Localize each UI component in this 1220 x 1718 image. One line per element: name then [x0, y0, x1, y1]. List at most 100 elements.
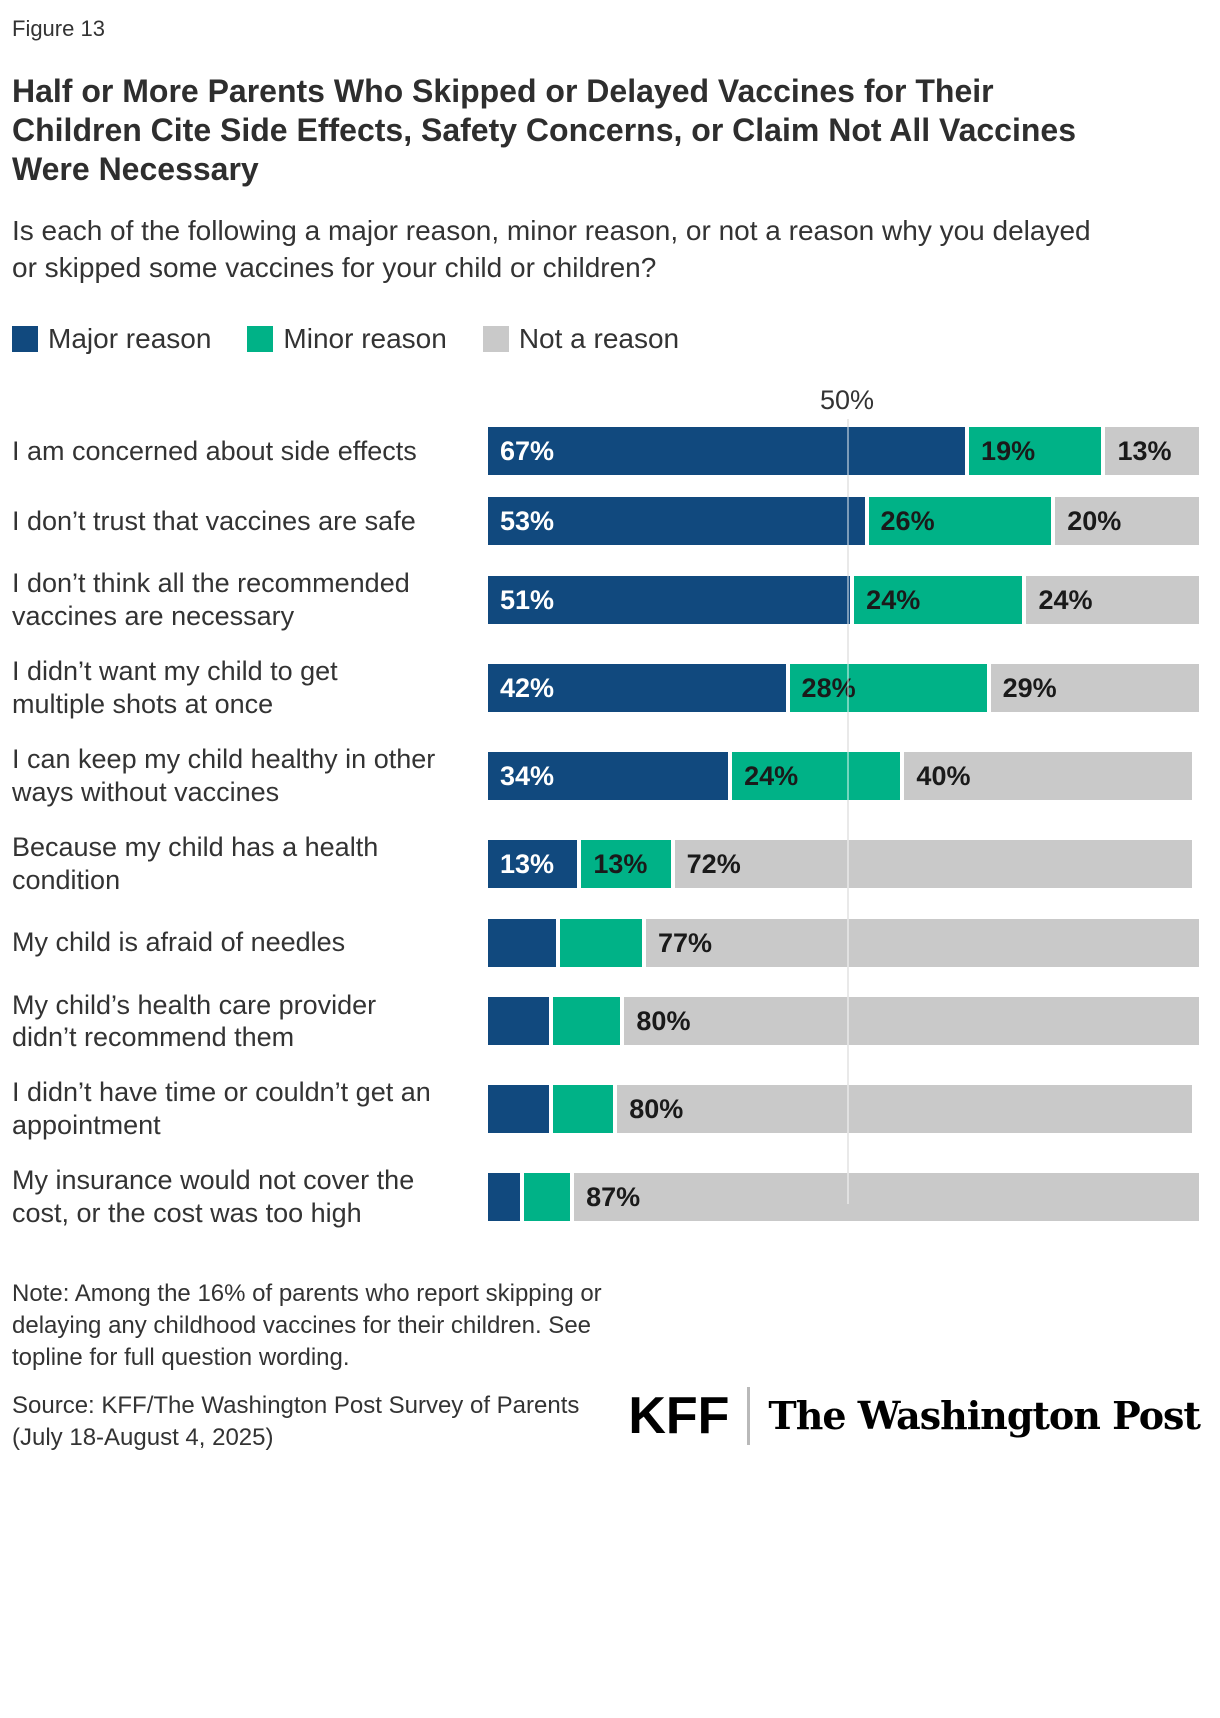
washington-post-logo: The Washington Post: [768, 1393, 1201, 1439]
gridline-50-percent-front: [847, 419, 849, 1205]
gridline-50-percent-back: [847, 419, 849, 1205]
bar-segment-minor-reason: 24%: [854, 575, 1027, 624]
bar-segment-major-reason: [488, 918, 560, 967]
row-category-label: I didn’t want my child to get multiple s…: [12, 655, 338, 719]
bar-segment-major-reason: 42%: [488, 663, 790, 712]
bar-segment-not-a-reason: 24%: [1026, 575, 1199, 624]
bar-value-label: 24%: [744, 760, 799, 791]
bar-value-label: 67%: [500, 436, 555, 466]
row-category-label: Because my child has a health condition: [12, 831, 379, 895]
row-category-label: I am concerned about side effects: [12, 435, 417, 466]
legend-label-major-reason: Major reason: [48, 323, 212, 354]
bar-track: 77%: [488, 918, 1206, 967]
bar-value-label: 13%: [593, 848, 648, 879]
bar-segment-minor-reason: 19%: [969, 427, 1106, 475]
row-category-label: My child is afraid of needles: [12, 927, 346, 958]
legend-swatch-minor-reason-icon: [247, 326, 274, 352]
chart-row: I don’t think all the recommended vaccin…: [12, 567, 1206, 633]
legend-swatch-major-reason-icon: [12, 326, 38, 352]
bar-value-label: 34%: [500, 760, 555, 791]
row-category-label: I don’t think all the recommended vaccin…: [12, 568, 410, 631]
chart-row: I don’t trust that vaccines are safe 53%…: [12, 497, 1206, 545]
bar-segment-minor-reason: [552, 1085, 618, 1134]
stacked-bar-chart: 50% I am concerned about side effects 67…: [12, 383, 1206, 1230]
bar-track: 51% 24% 24%: [488, 575, 1206, 624]
bar-value-label: 42%: [500, 672, 555, 703]
chart-legend: Major reason Minor reason Not a reason: [12, 323, 1206, 355]
bar-value-label: 24%: [1038, 584, 1093, 615]
bar-track: 80%: [488, 1085, 1206, 1134]
legend-item-not-a-reason: Not a reason: [482, 323, 680, 355]
bar-value-label: 87%: [586, 1182, 641, 1213]
bar-segment-minor-reason: [523, 1173, 575, 1222]
bar-track: 67% 19% 13%: [488, 427, 1206, 475]
bar-value-label: 28%: [801, 672, 856, 703]
figure-label: Figure 13: [12, 16, 105, 41]
legend-label-not-a-reason: Not a reason: [518, 323, 680, 354]
chart-row: I didn’t want my child to get multiple s…: [12, 655, 1206, 721]
bar-segment-major-reason: [488, 1173, 524, 1222]
bar-segment-major-reason: 34%: [488, 751, 733, 800]
logo-divider: [747, 1386, 751, 1445]
chart-row: Because my child has a health condition …: [12, 831, 1206, 897]
bar-value-label: 77%: [657, 927, 712, 958]
legend-label-minor-reason: Minor reason: [283, 323, 447, 354]
bar-segment-not-a-reason: 13%: [1105, 427, 1199, 475]
chart-row: My child is afraid of needles 77%: [12, 918, 1206, 967]
bar-value-label: 72%: [686, 848, 741, 879]
kff-logo: KFF: [628, 1386, 730, 1445]
bar-track: 80%: [488, 997, 1206, 1046]
footnote: Note: Among the 16% of parents who repor…: [12, 1280, 602, 1371]
bar-value-label: 29%: [1002, 672, 1057, 703]
bar-value-label: 13%: [500, 848, 555, 879]
legend-swatch-not-a-reason-icon: [482, 326, 509, 352]
chart-row: My insurance would not cover the cost, o…: [12, 1164, 1206, 1230]
bar-value-label: 51%: [500, 584, 555, 615]
chart-subtitle: Is each of the following a major reason,…: [12, 215, 1091, 284]
bar-value-label: 20%: [1067, 506, 1122, 536]
bar-segment-not-a-reason: 72%: [674, 839, 1192, 888]
row-category-label: My insurance would not cover the cost, o…: [12, 1165, 415, 1229]
chart-rows: I am concerned about side effects 67% 19%…: [12, 419, 1206, 1230]
legend-item-major-reason: Major reason: [12, 323, 211, 355]
bar-value-label: 19%: [981, 436, 1036, 466]
chart-title: Half or More Parents Who Skipped or Dela…: [12, 73, 1076, 188]
bar-segment-not-a-reason: 20%: [1055, 497, 1199, 545]
bar-segment-not-a-reason: 29%: [990, 663, 1199, 712]
bar-segment-major-reason: 53%: [488, 497, 869, 545]
legend-item-minor-reason: Minor reason: [247, 323, 447, 355]
bar-segment-not-a-reason: 80%: [624, 997, 1199, 1046]
row-category-label: I don’t trust that vaccines are safe: [12, 505, 416, 536]
axis-tick-50-percent: 50%: [819, 385, 875, 415]
bar-segment-not-a-reason: 77%: [645, 918, 1199, 967]
bar-value-label: 40%: [916, 760, 971, 791]
bar-segment-not-a-reason: 87%: [574, 1173, 1199, 1222]
bar-segment-minor-reason: 13%: [581, 839, 675, 888]
chart-row: My child’s health care provider didn’t r…: [12, 989, 1206, 1055]
chart-row: I can keep my child healthy in other way…: [12, 743, 1206, 809]
bar-value-label: 24%: [866, 584, 921, 615]
bar-track: 34% 24% 40%: [488, 751, 1206, 800]
logo-block: KFF The Washington Post: [628, 1386, 1206, 1460]
footer: Source: KFF/The Washington Post Survey o…: [12, 1386, 1206, 1460]
bar-value-label: 80%: [636, 1006, 691, 1037]
bar-value-label: 26%: [880, 506, 935, 536]
bar-segment-not-a-reason: 80%: [617, 1085, 1192, 1134]
row-category-label: I can keep my child healthy in other way…: [12, 743, 436, 807]
bar-track: 87%: [488, 1173, 1206, 1222]
bar-track: 53% 26% 20%: [488, 497, 1206, 545]
bar-track: 13% 13% 72%: [488, 839, 1206, 888]
bar-value-label: 80%: [629, 1094, 684, 1125]
bar-segment-minor-reason: 24%: [732, 751, 905, 800]
bar-segment-major-reason: 13%: [488, 839, 582, 888]
bar-segment-not-a-reason: 40%: [904, 751, 1192, 800]
bar-segment-minor-reason: [559, 918, 646, 967]
row-category-label: My child’s health care provider didn’t r…: [12, 989, 377, 1053]
source-line: Source: KFF/The Washington Post Survey o…: [12, 1392, 580, 1451]
bar-value-label: 53%: [500, 506, 555, 536]
bar-segment-major-reason: [488, 997, 553, 1046]
bar-segment-minor-reason: 26%: [868, 497, 1056, 545]
bar-segment-minor-reason: [552, 997, 625, 1046]
bar-segment-major-reason: [488, 1085, 553, 1134]
